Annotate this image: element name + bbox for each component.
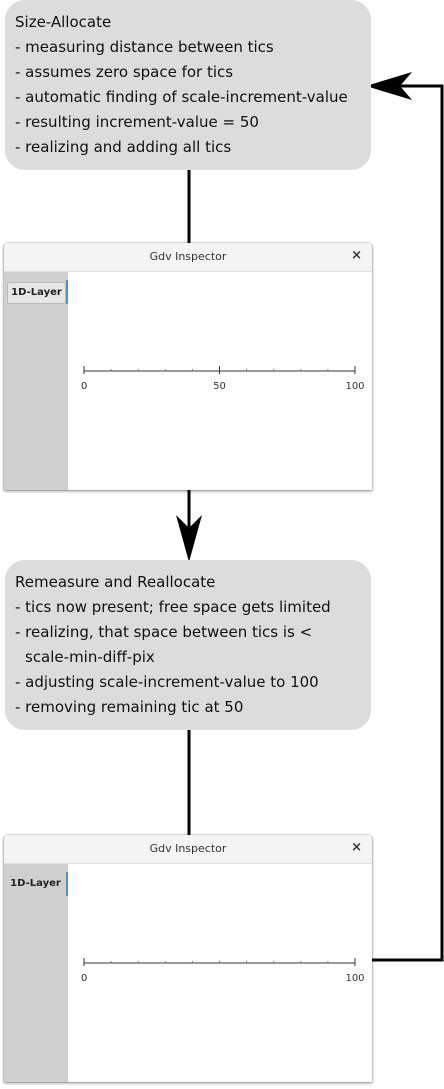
tick-label: 0 <box>81 381 87 392</box>
note-line: - measuring distance between tics <box>15 38 274 56</box>
window-body: 1D-Layer 0 100 <box>4 864 372 1082</box>
note-line: - adjusting scale-increment-value to 100 <box>15 673 319 691</box>
note-heading: Remeasure and Reallocate <box>15 573 216 591</box>
tab-1d-layer[interactable]: 1D-Layer <box>10 878 61 889</box>
note-size-allocate: Size-Allocate - measuring distance betwe… <box>5 0 371 170</box>
tick-label: 100 <box>345 381 364 392</box>
layer-canvas: 0 100 <box>68 864 372 1082</box>
window-title: Gdv Inspector <box>149 842 227 855</box>
note-line: - removing remaining tic at 50 <box>15 698 244 716</box>
close-icon[interactable]: × <box>351 840 362 855</box>
note-line: scale-min-diff-pix <box>25 648 155 666</box>
note-line: - realizing and adding all tics <box>15 138 232 156</box>
note-line: - tics now present; free space gets limi… <box>15 598 331 616</box>
tab-sidebar: 1D-Layer <box>4 864 68 1082</box>
tick-label: 100 <box>345 973 364 984</box>
tick-label: 0 <box>81 973 87 984</box>
layer-canvas: 0 50 100 <box>68 272 372 490</box>
note-line: - realizing, that space between tics is … <box>15 623 313 641</box>
tab-active-indicator <box>66 280 68 304</box>
feedback-loop-line <box>372 84 444 962</box>
tab-sidebar: 1D-Layer <box>4 272 68 490</box>
window-titlebar[interactable]: Gdv Inspector × <box>4 835 372 864</box>
inspector-window-1: Gdv Inspector × 1D-Layer 0 50 100 <box>4 243 372 490</box>
inspector-window-2: Gdv Inspector × 1D-Layer 0 100 <box>4 835 372 1082</box>
window-titlebar[interactable]: Gdv Inspector × <box>4 243 372 272</box>
note-line: - automatic finding of scale-increment-v… <box>15 88 348 106</box>
window-title: Gdv Inspector <box>149 250 227 263</box>
note-remeasure-reallocate: Remeasure and Reallocate - tics now pres… <box>5 560 371 730</box>
close-icon[interactable]: × <box>351 248 362 263</box>
scale-ruler: 0 50 100 <box>81 366 365 392</box>
arrow-left-head <box>366 72 412 100</box>
arrow-down-head <box>176 515 202 562</box>
scale-ruler: 0 100 <box>81 958 365 984</box>
note-heading: Size-Allocate <box>15 13 112 31</box>
tick-label: 50 <box>213 381 226 392</box>
note-line: - resulting increment-value = 50 <box>15 113 259 131</box>
tab-1d-layer[interactable]: 1D-Layer <box>7 282 66 304</box>
tab-active-indicator <box>66 872 68 896</box>
window-body: 1D-Layer 0 50 100 <box>4 272 372 490</box>
note-line: - assumes zero space for tics <box>15 63 234 81</box>
